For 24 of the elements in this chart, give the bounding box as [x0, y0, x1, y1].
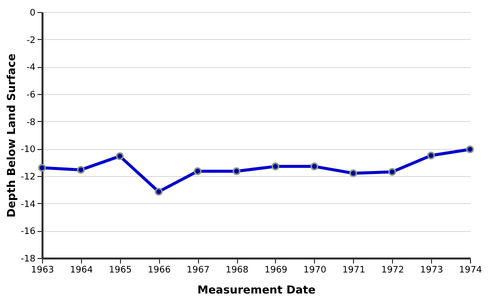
y-tick-label: -18	[20, 254, 36, 264]
y-tick-label: -4	[26, 63, 36, 74]
x-tick-label: 1966	[148, 266, 171, 276]
x-axis-title: Measurement Date	[197, 284, 316, 296]
y-tick-label: -10	[20, 145, 36, 156]
y-axis-title: Depth Below Land Surface	[4, 54, 18, 218]
x-tick-label: 1967	[186, 266, 210, 276]
x-tick-label: 1965	[108, 266, 132, 276]
y-tick-label: -12	[20, 172, 36, 182]
y-tick-label: 0	[30, 8, 36, 18]
x-tick-label: 1970	[303, 266, 327, 276]
x-tick-label: 1971	[342, 266, 366, 276]
x-tick-label: 1973	[420, 266, 444, 276]
y-tick-label: -8	[26, 118, 36, 128]
y-tick-label: -2	[26, 36, 36, 46]
y-tick-label: -6	[26, 90, 36, 100]
x-tick-label: 1964	[70, 266, 94, 276]
y-tick-label: -14	[20, 200, 36, 210]
x-tick-label: 1968	[226, 266, 249, 276]
x-tick-label: 1963	[31, 266, 54, 276]
x-tick-label: 1972	[381, 266, 404, 276]
x-tick-label: 1969	[264, 266, 288, 276]
x-tick-label: 1974	[459, 266, 482, 276]
y-tick-label: -16	[20, 227, 36, 238]
